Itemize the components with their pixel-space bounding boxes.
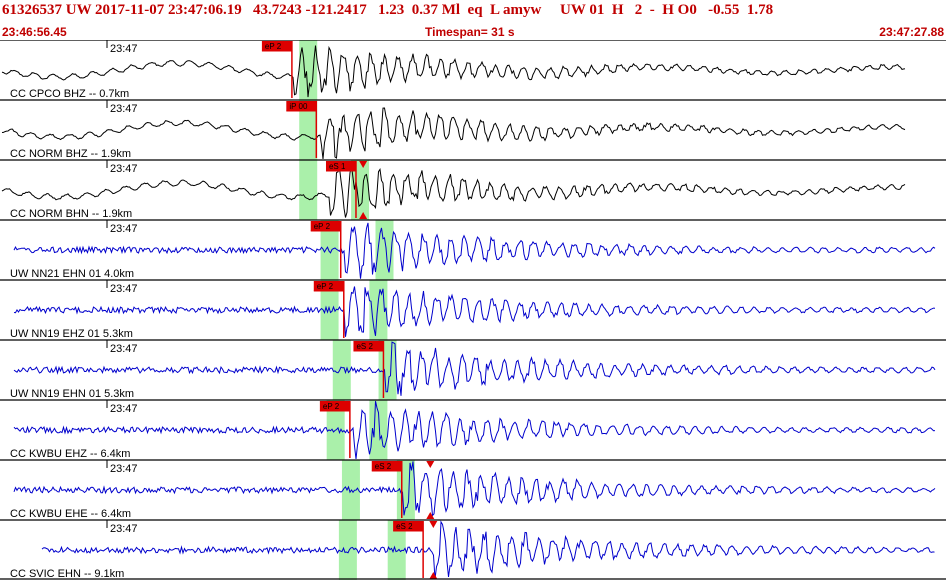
pick-flag <box>325 161 356 171</box>
station-label: CC SVIC EHN -- 9.1km <box>10 568 124 580</box>
pick-flag <box>371 461 402 471</box>
pick-label: iP 00 <box>289 102 308 111</box>
pick-flag <box>319 401 350 411</box>
phase-window <box>338 520 357 580</box>
minute-tick-label: 23:47 <box>110 343 138 355</box>
pick-flag <box>261 41 292 51</box>
theoretical-arrival-marker <box>429 521 438 528</box>
pick-label: eS 2 <box>356 342 373 351</box>
station-label: CC NORM BHN -- 1.9km <box>10 208 132 220</box>
end-time: 23:47:27.88 <box>879 25 944 39</box>
phase-window <box>387 520 406 580</box>
phase-window <box>299 160 318 220</box>
station-label: CC KWBU EHZ -- 6.4km <box>10 448 130 460</box>
station-label: UW NN21 EHN 01 4.0km <box>10 268 134 280</box>
waveform-trace <box>41 520 935 580</box>
waveform-trace <box>1 107 906 160</box>
theoretical-arrival-marker <box>359 212 368 219</box>
minute-tick-label: 23:47 <box>110 523 138 535</box>
minute-tick-label: 23:47 <box>110 463 138 475</box>
start-time: 23:46:56.45 <box>2 25 67 39</box>
station-label: CC KWBU EHE -- 6.4km <box>10 508 131 520</box>
phase-window <box>299 100 318 160</box>
pick-label: eS 1 <box>329 162 346 171</box>
phase-window <box>332 340 351 400</box>
event-header: 61326537 UW 2017-11-07 23:47:06.19 43.72… <box>0 0 946 40</box>
station-label: CC NORM BHZ -- 1.9km <box>10 148 131 160</box>
pick-label: eP 2 <box>323 402 340 411</box>
pick-label: eP 2 <box>314 222 331 231</box>
phase-window <box>320 220 339 280</box>
theoretical-arrival-marker <box>426 512 435 519</box>
station-label: UW NN19 EHZ 01 5.3km <box>10 328 133 340</box>
theoretical-arrival-marker <box>429 572 438 579</box>
pick-label: eP 2 <box>317 282 334 291</box>
pick-label: eP 2 <box>265 42 282 51</box>
seismogram-panel[interactable]: 23:47 eP 2 CC CPCO BHZ -- 0.7km 23:47 iP 00 C… <box>0 40 946 580</box>
waveform-trace <box>1 45 906 98</box>
minute-tick-label: 23:47 <box>110 163 138 175</box>
minute-tick-label: 23:47 <box>110 403 138 415</box>
minute-tick-label: 23:47 <box>110 103 138 115</box>
pick-flag <box>313 281 344 291</box>
event-summary-line: 61326537 UW 2017-11-07 23:47:06.19 43.72… <box>2 2 774 18</box>
station-label: CC CPCO BHZ -- 0.7km <box>10 88 129 100</box>
waveform-trace <box>13 222 936 279</box>
pick-label: eS 2 <box>396 522 413 531</box>
pick-flag <box>393 521 424 531</box>
pick-flag <box>353 341 384 351</box>
minute-tick-label: 23:47 <box>110 283 138 295</box>
timespan-label: Timespan= 31 s <box>425 25 515 39</box>
pick-flag <box>286 101 317 111</box>
phase-window <box>299 40 318 100</box>
minute-tick-label: 23:47 <box>110 223 138 235</box>
station-label: UW NN19 EHN 01 5.3km <box>10 388 134 400</box>
waveform-trace <box>13 461 936 517</box>
waveform-trace <box>1 165 906 218</box>
theoretical-arrival-marker <box>426 461 435 468</box>
pick-label: eS 2 <box>375 462 392 471</box>
theoretical-arrival-marker <box>359 161 368 168</box>
minute-tick-label: 23:47 <box>110 43 138 55</box>
waveform-trace <box>13 341 936 396</box>
waveform-trace <box>13 286 936 337</box>
waveform-trace <box>13 400 936 460</box>
pick-flag <box>310 221 341 231</box>
